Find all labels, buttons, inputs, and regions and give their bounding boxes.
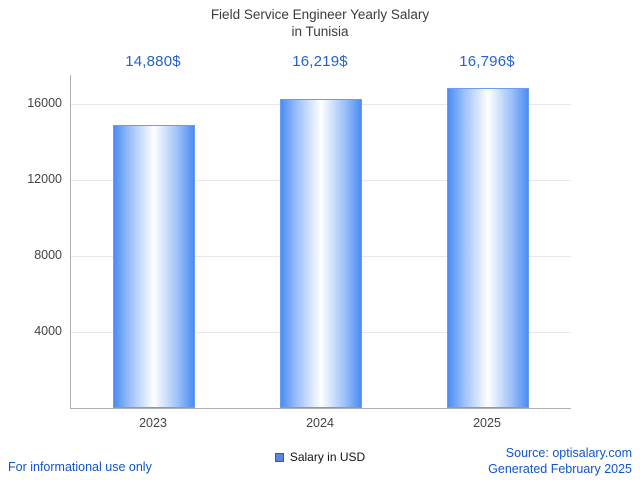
bar-2025[interactable] [447,88,529,408]
chart-subtitle: in Tunisia [291,24,349,39]
bar-2023[interactable] [113,125,195,408]
x-tick-label: 2025 [473,416,501,430]
x-tick-label: 2023 [139,416,167,430]
y-tick-label: 8000 [34,248,62,262]
disclaimer-text: For informational use only [8,460,152,474]
plot-area [70,75,571,409]
bar-value-label: 14,880$ [125,53,181,70]
bar-value-label: 16,219$ [292,53,348,70]
y-tick-label: 4000 [34,324,62,338]
chart-legend: Salary in USD [0,450,640,464]
legend-label: Salary in USD [289,450,366,464]
chart-title: Field Service Engineer Yearly Salary [210,7,430,22]
generated-date: Generated February 2025 [488,462,632,476]
x-tick-label: 2024 [306,416,334,430]
source-link[interactable]: Source: optisalary.com [505,446,632,460]
y-tick-label: 12000 [27,172,62,186]
chart-title-block: Field Service Engineer Yearly Salary in … [0,6,640,40]
y-tick-label: 16000 [27,96,62,110]
legend-swatch-icon [274,452,284,462]
bar-2024[interactable] [280,99,362,408]
bar-value-label: 16,796$ [459,53,515,70]
source-block: Source: optisalary.com Generated Februar… [488,445,632,477]
